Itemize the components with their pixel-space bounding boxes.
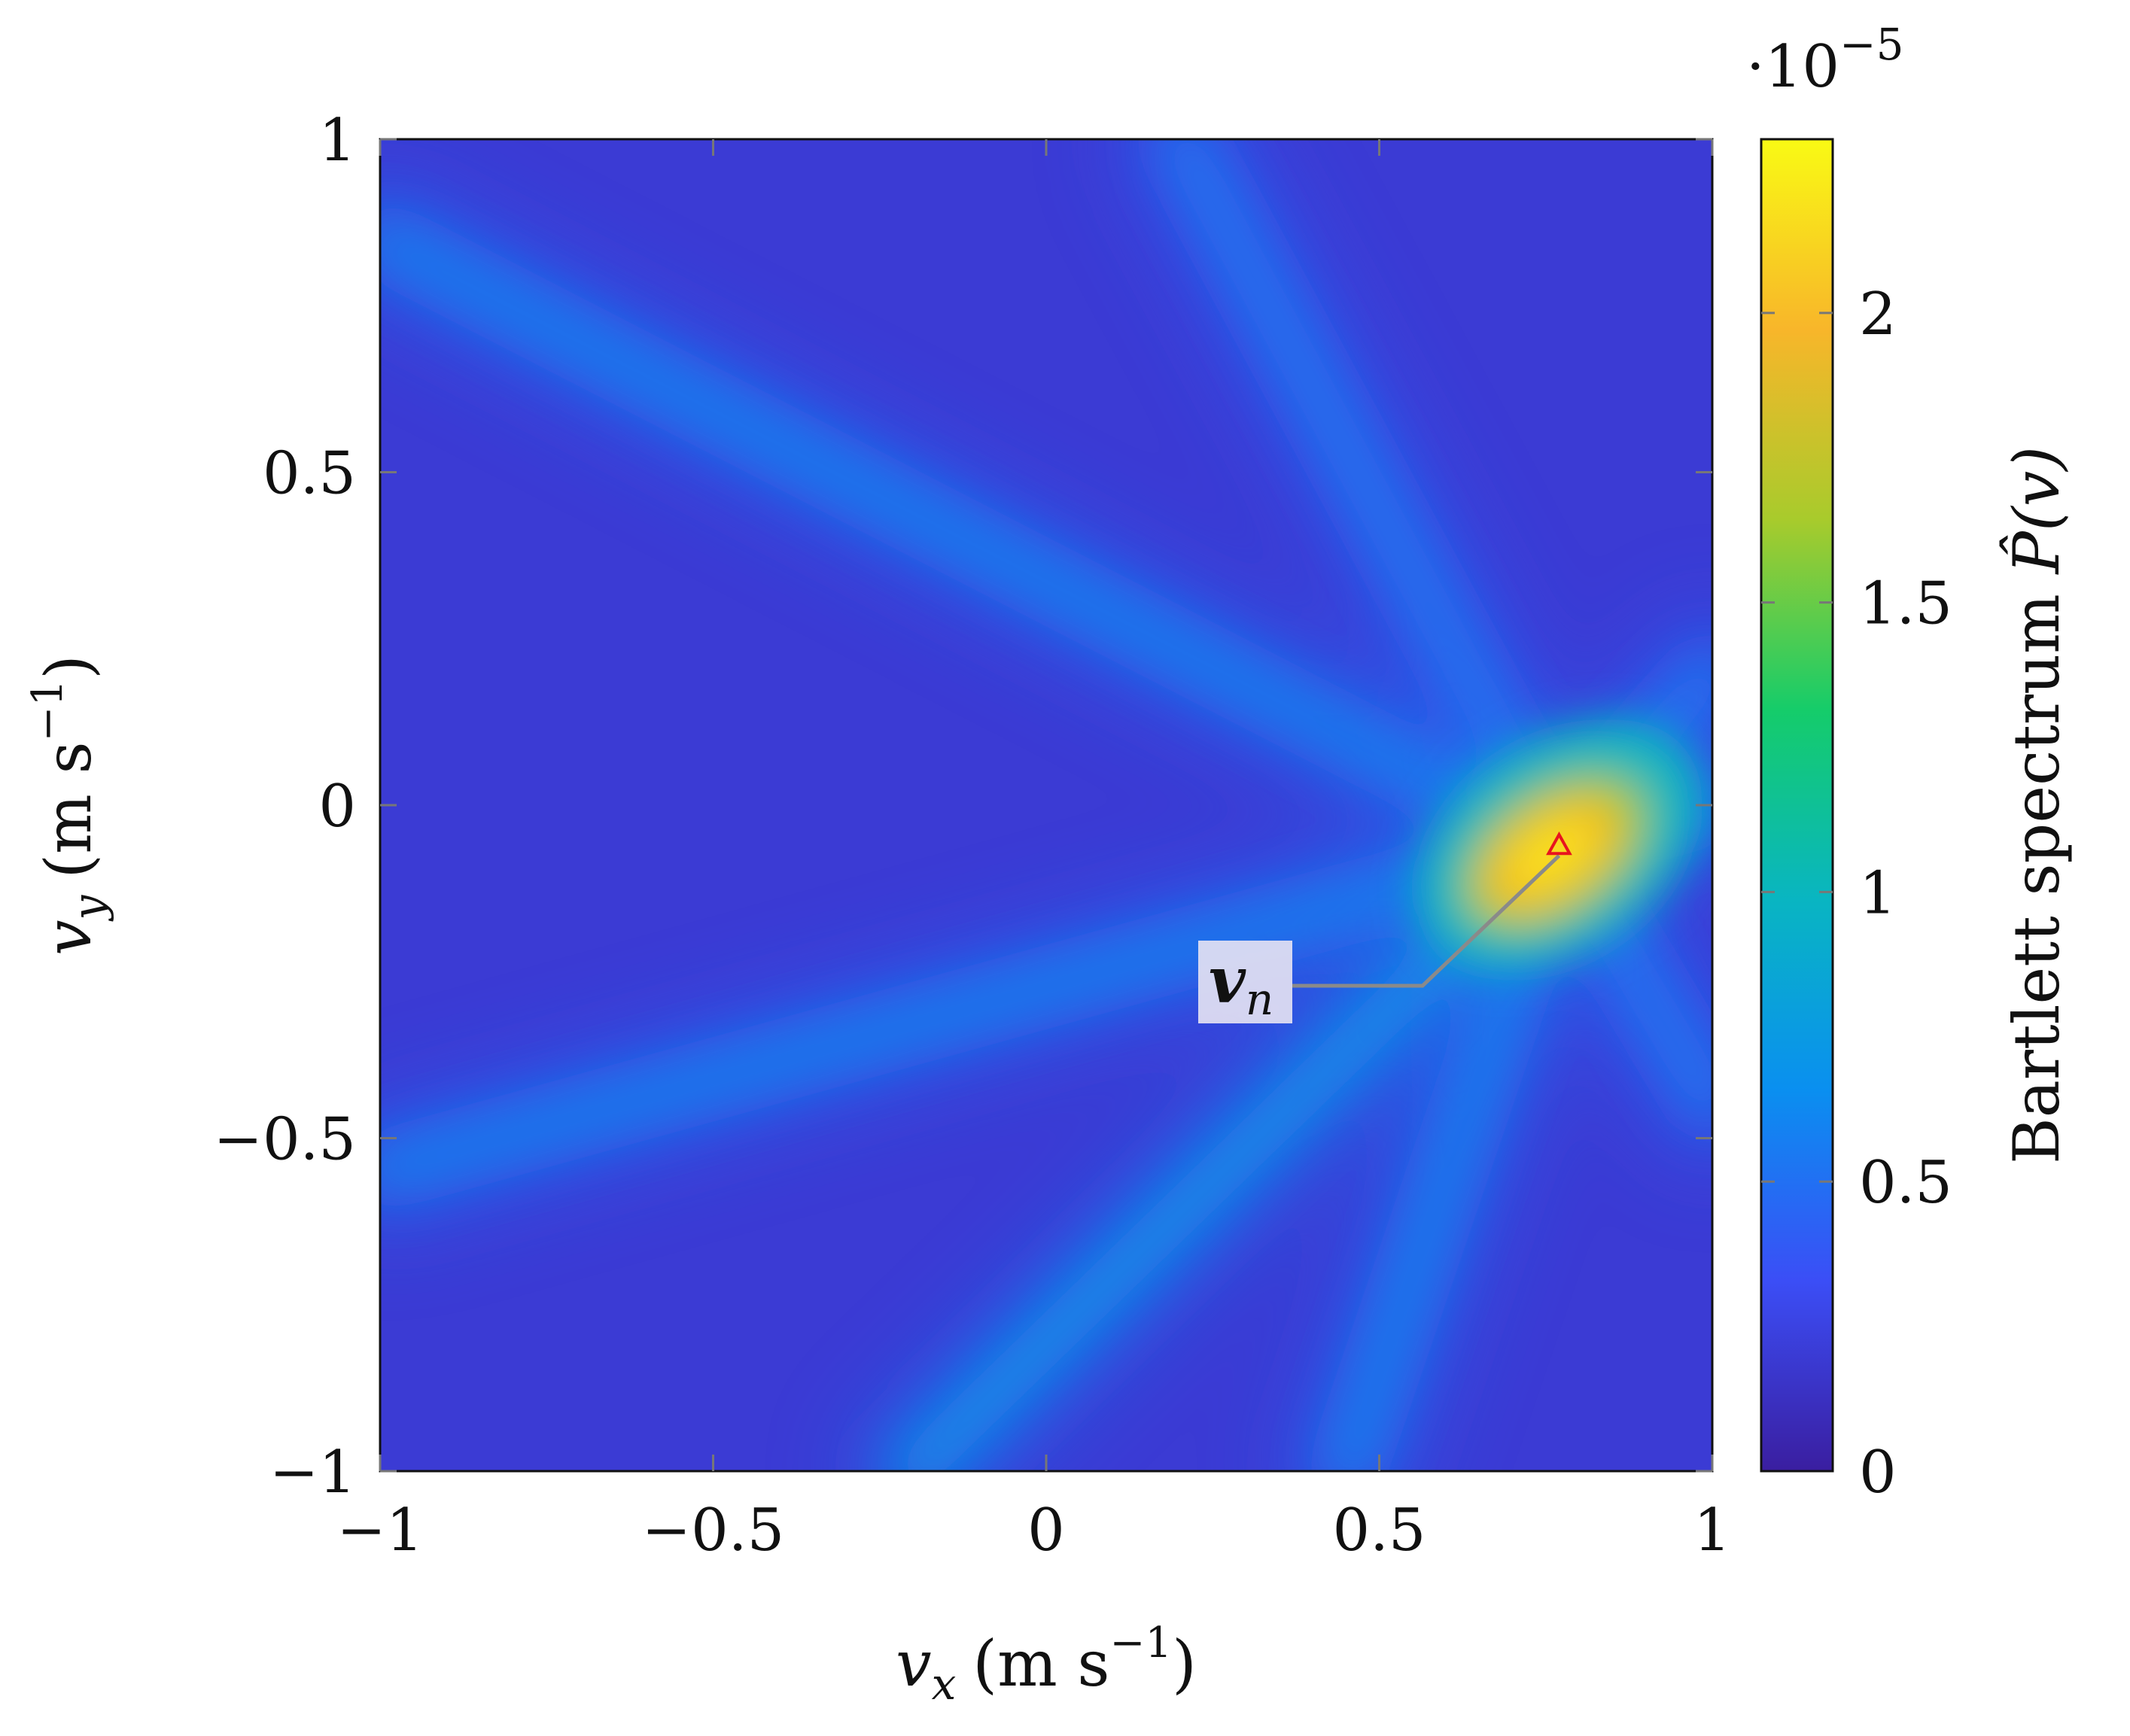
spectrum-ridges: [380, 139, 1712, 1471]
y-axis-label: vy (m s−1): [23, 655, 114, 956]
y-axis-unit-close: ): [32, 655, 105, 680]
x-axis-var: v: [896, 1627, 931, 1701]
y-tick-label: −1: [269, 1439, 356, 1506]
annotation-leader-line: [1292, 854, 1561, 988]
annotation-var: v: [1209, 943, 1246, 1017]
colorbar-tick-label: 0: [1859, 1439, 1897, 1506]
annotation-box: [1198, 941, 1292, 1023]
y-axis-unit-open: (m s: [32, 741, 105, 878]
ridge-0: [380, 216, 1582, 868]
x-axis-unit-sup: −1: [1110, 1619, 1173, 1668]
ridge-2: [380, 822, 1582, 1194]
colorbar-tick-label: 0.5: [1859, 1149, 1952, 1217]
colorbar: [1760, 138, 1834, 1473]
annotation-sub: n: [1246, 974, 1273, 1025]
x-tick-label: 0: [1027, 1497, 1065, 1564]
x-axis-ticks: −1 −0.5 0 0.5 1: [337, 139, 1731, 1564]
peak-annotation: vn: [1198, 831, 1572, 1025]
spectrum-peak: [1416, 719, 1702, 971]
x-axis-sub: x: [932, 1658, 957, 1710]
peak-triangle-marker: [1546, 831, 1572, 856]
x-axis-unit-open: (m s: [972, 1627, 1109, 1701]
colorbar-tick-label: 2: [1859, 281, 1897, 348]
colorbar-ticks: 0 0.5 1 1.5 2: [1761, 281, 1952, 1506]
x-axis-unit-close: ): [1172, 1627, 1197, 1701]
y-axis-unit-sup: −1: [23, 680, 72, 742]
x-tick-label: 0.5: [1332, 1497, 1426, 1564]
colorbar-label: Bartlett spectrum P̂(v): [2000, 446, 2074, 1164]
x-tick-label: −1: [337, 1497, 424, 1564]
y-tick-label: −0.5: [214, 1106, 356, 1174]
x-axis-label: vx (m s−1): [896, 1619, 1197, 1710]
y-axis-var: v: [32, 920, 105, 955]
colorbar-multiplier: ·10−5: [1746, 19, 1904, 101]
ridge-1: [1157, 139, 1582, 868]
x-tick-label: −0.5: [642, 1497, 784, 1564]
x-tick-label: 1: [1693, 1497, 1731, 1564]
colorbar-multiplier-exp: −5: [1839, 19, 1904, 70]
y-tick-label: 0: [318, 773, 356, 841]
y-tick-label: 0.5: [263, 440, 356, 508]
colorbar-label-symbol: P̂(v): [2000, 446, 2074, 576]
heatmap: [380, 139, 1712, 1471]
annotation-label: vn: [1209, 943, 1273, 1025]
colorbar-multiplier-base: ·10: [1746, 33, 1839, 101]
peak-blob-layer: [1416, 719, 1702, 971]
y-axis-ticks: −1 −0.5 0 0.5 1: [214, 107, 1712, 1506]
colorbar-tick-label: 1.5: [1859, 570, 1952, 638]
y-tick-label: 1: [318, 107, 356, 175]
colorbar-tick-label: 1: [1859, 859, 1897, 927]
colorbar-label-text: Bartlett spectrum: [2000, 574, 2074, 1165]
y-axis-sub: y: [63, 894, 114, 922]
